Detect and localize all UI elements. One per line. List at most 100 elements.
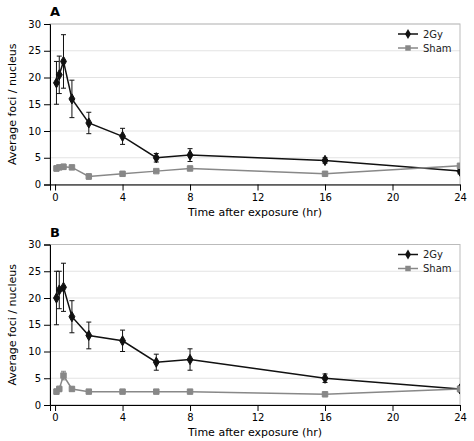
grid-line bbox=[50, 298, 460, 299]
x-axis: 04812162024 bbox=[51, 405, 467, 423]
error-bar bbox=[458, 387, 461, 391]
error-bar bbox=[86, 174, 91, 179]
legend-marker bbox=[405, 249, 411, 259]
marker bbox=[322, 155, 328, 165]
y-tick: 5 bbox=[35, 152, 50, 163]
x-tick-mark bbox=[258, 405, 259, 411]
plot-frame bbox=[50, 24, 460, 185]
marker bbox=[154, 168, 159, 173]
y-tick: 15 bbox=[28, 319, 50, 330]
x-tick-mark bbox=[258, 185, 259, 191]
error-bar bbox=[188, 166, 193, 170]
x-tick-label: 0 bbox=[52, 412, 58, 423]
y-axis-title: Average foci / nucleus bbox=[6, 43, 19, 165]
y-tick-label: 5 bbox=[35, 373, 41, 384]
error-bar bbox=[323, 374, 328, 383]
x-axis-title: Time after exposure (hr) bbox=[187, 206, 322, 219]
y-tick-label: 25 bbox=[28, 45, 41, 56]
marker bbox=[153, 357, 159, 367]
legend: 2GySham bbox=[398, 29, 452, 54]
y-tick: 0 bbox=[35, 400, 50, 411]
error-bar bbox=[69, 387, 74, 391]
error-bar bbox=[188, 349, 193, 370]
y-tick-mark bbox=[44, 271, 50, 272]
error-bar bbox=[154, 354, 159, 370]
y-tick-label: 0 bbox=[35, 179, 41, 190]
y-tick-label: 20 bbox=[28, 72, 41, 83]
y-tick: 25 bbox=[28, 45, 50, 56]
marker bbox=[56, 70, 62, 80]
marker bbox=[322, 171, 327, 176]
x-tick-mark bbox=[55, 405, 56, 411]
marker bbox=[187, 166, 192, 171]
marker bbox=[457, 386, 460, 391]
y-tick-mark bbox=[44, 24, 50, 25]
x-tick-label: 20 bbox=[387, 192, 400, 203]
panel: 048121620240510152025302GyShamBTime afte… bbox=[6, 225, 467, 440]
error-bar bbox=[61, 35, 66, 88]
marker bbox=[69, 386, 74, 391]
legend-label: Sham bbox=[423, 43, 452, 54]
x-tick-mark bbox=[123, 405, 124, 411]
x-tick-mark bbox=[460, 185, 461, 191]
marker bbox=[61, 282, 67, 292]
legend-item: Sham bbox=[398, 43, 452, 54]
y-tick: 15 bbox=[28, 99, 50, 110]
x-tick-label: 4 bbox=[120, 192, 126, 203]
y-tick-label: 15 bbox=[28, 319, 41, 330]
x-tick-label: 8 bbox=[187, 412, 193, 423]
grid-line bbox=[50, 378, 460, 379]
x-tick-label: 12 bbox=[252, 412, 265, 423]
error-bar bbox=[57, 386, 62, 391]
legend: 2GySham bbox=[398, 249, 452, 274]
grid-line bbox=[50, 77, 460, 78]
x-tick-label: 12 bbox=[252, 192, 265, 203]
y-tick-label: 30 bbox=[28, 19, 41, 30]
marker bbox=[322, 373, 328, 383]
y-tick: 20 bbox=[28, 72, 50, 83]
y-tick: 10 bbox=[28, 346, 50, 357]
grid-line bbox=[50, 351, 460, 352]
y-tick-mark bbox=[44, 131, 50, 132]
series-line bbox=[56, 287, 460, 389]
error-bar bbox=[458, 164, 461, 168]
y-tick-mark bbox=[44, 298, 50, 299]
marks bbox=[54, 263, 460, 397]
error-bar bbox=[69, 165, 74, 169]
error-bar bbox=[86, 322, 91, 349]
error-bar bbox=[458, 386, 461, 391]
y-tick: 25 bbox=[28, 266, 50, 277]
y-axis-line bbox=[44, 25, 51, 186]
marker bbox=[120, 389, 125, 394]
y-tick-mark bbox=[44, 325, 50, 326]
error-bar bbox=[61, 164, 66, 169]
panel-title: A bbox=[50, 4, 60, 19]
x-tick-mark bbox=[190, 405, 191, 411]
marker bbox=[457, 384, 460, 394]
x-axis: 04812162024 bbox=[51, 185, 467, 203]
grid-line bbox=[50, 271, 460, 272]
x-tick: 16 bbox=[319, 185, 332, 203]
x-tick: 20 bbox=[387, 185, 400, 203]
series bbox=[54, 35, 460, 177]
error-bar bbox=[61, 263, 66, 311]
marker bbox=[69, 312, 75, 322]
y-tick: 5 bbox=[35, 373, 50, 384]
x-tick-mark bbox=[190, 185, 191, 191]
x-tick-mark bbox=[123, 185, 124, 191]
x-tick: 8 bbox=[187, 185, 193, 203]
legend-item: 2Gy bbox=[398, 249, 443, 260]
x-tick-label: 20 bbox=[387, 412, 400, 423]
y-axis-title: Average foci / nucleus bbox=[6, 264, 19, 386]
error-bar bbox=[61, 371, 66, 380]
error-bar bbox=[154, 153, 159, 162]
x-tick-mark bbox=[325, 185, 326, 191]
marker bbox=[322, 392, 327, 397]
marker bbox=[86, 330, 92, 340]
x-axis-line bbox=[51, 185, 461, 191]
marker bbox=[457, 163, 460, 168]
series bbox=[54, 263, 460, 394]
y-axis: 051015202530 bbox=[28, 239, 50, 411]
marker bbox=[187, 389, 192, 394]
marker bbox=[61, 373, 66, 378]
